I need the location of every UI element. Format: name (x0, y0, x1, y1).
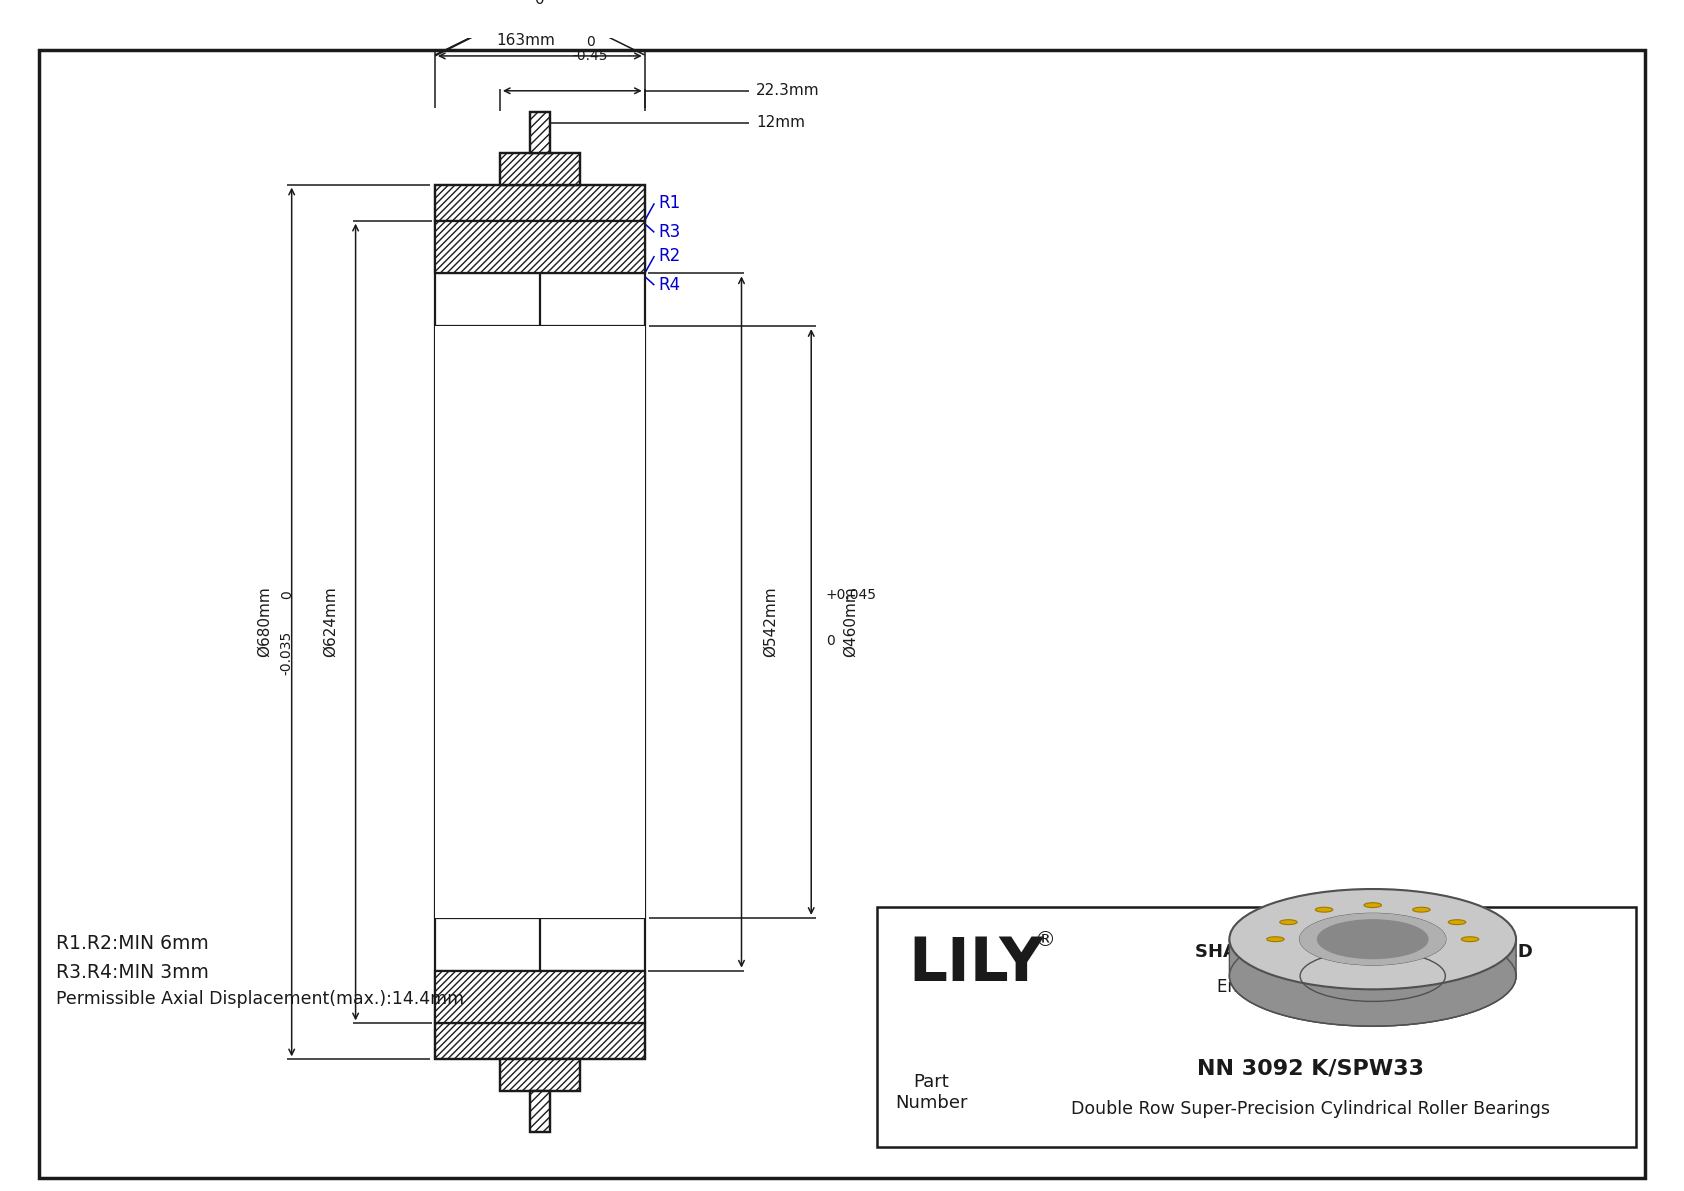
Text: Part: Part (913, 1073, 950, 1091)
Text: Double Row Super-Precision Cylindrical Roller Bearings: Double Row Super-Precision Cylindrical R… (1071, 1099, 1551, 1117)
Bar (434, 971, 645, 1023)
Text: NN 3092 K/SPW33: NN 3092 K/SPW33 (1197, 1058, 1425, 1078)
Text: R4: R4 (658, 276, 680, 294)
Text: SHANGHAI LILY BEARING LIMITED: SHANGHAI LILY BEARING LIMITED (1196, 943, 1532, 961)
Text: Number: Number (894, 1093, 967, 1112)
Text: -0.45: -0.45 (573, 49, 608, 63)
Text: 163mm: 163mm (495, 33, 554, 48)
Bar (530, 112, 549, 152)
Bar (434, 220, 645, 274)
Text: 0: 0 (280, 591, 293, 599)
Ellipse shape (1300, 913, 1445, 965)
Text: -0.035: -0.035 (280, 631, 293, 675)
Ellipse shape (1448, 919, 1465, 924)
Text: R1.R2:MIN 6mm: R1.R2:MIN 6mm (56, 934, 209, 953)
Bar (530, 1091, 549, 1131)
Text: 0: 0 (825, 635, 835, 648)
Text: R1: R1 (658, 194, 680, 212)
Text: Permissible Axial Displacement(max.):14.4mm: Permissible Axial Displacement(max.):14.… (56, 990, 463, 1009)
Text: 0: 0 (536, 0, 544, 7)
Bar (500, 1059, 579, 1091)
Text: +0.045: +0.045 (825, 588, 877, 601)
Ellipse shape (1300, 913, 1445, 965)
Polygon shape (1229, 940, 1516, 1027)
Ellipse shape (1266, 937, 1285, 942)
Text: Ø542mm: Ø542mm (763, 587, 778, 657)
Text: R3: R3 (658, 224, 680, 242)
Text: ®: ® (1034, 930, 1054, 950)
Polygon shape (1300, 913, 1445, 975)
Ellipse shape (1315, 908, 1332, 912)
Bar (530, 1091, 549, 1131)
Bar (530, 112, 549, 152)
Text: 12mm: 12mm (756, 116, 805, 130)
Bar (434, 1023, 645, 1059)
Ellipse shape (1280, 919, 1297, 924)
Text: R2: R2 (658, 247, 680, 266)
Ellipse shape (1229, 888, 1516, 990)
Text: R3.R4:MIN 3mm: R3.R4:MIN 3mm (56, 962, 209, 981)
Text: Ø460mm: Ø460mm (842, 587, 857, 657)
Ellipse shape (1229, 925, 1516, 1027)
Bar (434, 185, 645, 220)
Bar (500, 1059, 579, 1091)
Ellipse shape (1462, 937, 1479, 942)
Bar (434, 326, 645, 918)
Text: 22.3mm: 22.3mm (756, 83, 820, 99)
Bar (877, 908, 1637, 1147)
Bar (500, 152, 579, 185)
Ellipse shape (1364, 903, 1381, 908)
Text: Ø624mm: Ø624mm (323, 587, 338, 657)
Text: 0: 0 (586, 36, 594, 49)
Text: Ø680mm: Ø680mm (258, 587, 273, 657)
Text: Email: lilybearing@lily-bearing.com: Email: lilybearing@lily-bearing.com (1218, 978, 1511, 996)
Bar (434, 185, 645, 1059)
Ellipse shape (1413, 908, 1430, 912)
Text: LILY: LILY (909, 935, 1044, 993)
Ellipse shape (1300, 950, 1445, 1002)
Bar (500, 152, 579, 185)
Ellipse shape (1317, 919, 1428, 959)
